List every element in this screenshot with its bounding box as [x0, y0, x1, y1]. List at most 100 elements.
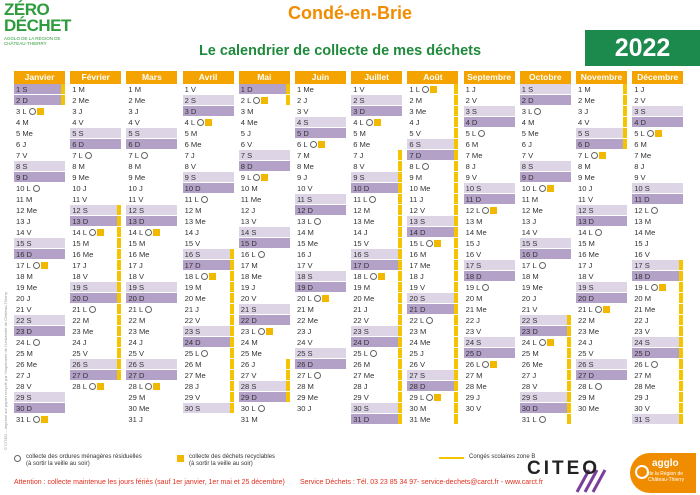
school-holiday-marker	[229, 293, 234, 303]
day-label: 17 D	[184, 261, 201, 270]
school-holiday-marker	[454, 370, 459, 380]
day-label: 4 V	[72, 118, 84, 127]
day-label: 18 D	[634, 272, 651, 281]
day-cell: 27 D	[576, 370, 627, 381]
day-label: 22 M	[578, 316, 595, 325]
day-label: 10 J	[578, 184, 593, 193]
day-label: 24 J	[578, 338, 593, 347]
day-label: 21 J	[353, 305, 368, 314]
day-cell: 3 S	[632, 106, 684, 117]
day-cell: 27 L	[295, 370, 346, 381]
day-cell: 27 Me	[351, 370, 403, 381]
day-cell: 7 V	[14, 150, 65, 161]
attention-note: Attention : collecte maintenue les jours…	[14, 479, 285, 486]
day-label: 15 L	[409, 239, 425, 248]
household-collection-icon	[201, 273, 209, 280]
day-label: 22 M	[72, 316, 90, 325]
day-label: 9 L	[240, 173, 252, 182]
day-label: 6 D	[578, 140, 590, 149]
day-label: 12 J	[240, 206, 256, 215]
school-holiday-marker	[679, 271, 684, 281]
day-label: 8 S	[16, 162, 28, 171]
day-cell: 23 D	[519, 326, 571, 337]
day-cell: 28 L	[126, 381, 178, 392]
day-label: 6 S	[409, 140, 421, 149]
day-label: 25 J	[409, 349, 424, 358]
school-holiday-marker	[285, 84, 290, 94]
day-label: 1 V	[353, 85, 365, 94]
day-label: 7 S	[240, 151, 253, 160]
school-holiday-marker	[229, 359, 234, 369]
day-label: 9 V	[465, 173, 477, 182]
day-cell: 30 S	[351, 403, 403, 414]
day-cell: 15 J	[632, 238, 684, 249]
day-label: 26 D	[297, 360, 314, 369]
day-cell: 30 D	[14, 403, 65, 414]
day-cell: 30 J	[295, 403, 346, 414]
day-cell: 5 M	[351, 128, 403, 139]
household-collection-icon	[253, 97, 261, 104]
day-cell: 18 V	[576, 271, 627, 282]
day-label: 26 L	[465, 360, 481, 369]
day-cell: 9 D	[14, 172, 65, 183]
day-label: 11 L	[353, 195, 368, 204]
day-cell: 20 L	[295, 293, 346, 304]
day-cell: 7 J	[351, 150, 403, 161]
day-cell: 4 M	[519, 117, 571, 128]
day-cell: 30 L	[238, 403, 290, 414]
day-label: 31 L	[16, 415, 31, 424]
day-cell: 23 L	[238, 326, 290, 337]
day-cell: 23 V	[632, 326, 684, 337]
school-holiday-marker	[398, 260, 403, 270]
day-cell: 26 V	[407, 359, 459, 370]
year-badge: 2022	[585, 30, 700, 66]
day-label: 12 M	[184, 206, 202, 215]
day-label: 24 L	[16, 338, 31, 347]
day-label: 27 Me	[353, 371, 375, 380]
household-circle-icon	[14, 455, 21, 462]
day-cell: 2 M	[407, 95, 459, 106]
day-cell: 12 J	[238, 205, 290, 216]
day-cell: 12 L	[463, 205, 515, 216]
day-cell: 7 L	[126, 150, 178, 161]
school-holiday-marker	[398, 238, 403, 248]
day-cell: 31 L	[14, 414, 65, 425]
day-label: 29 M	[128, 393, 146, 402]
day-cell: 12 M	[351, 205, 403, 216]
day-cell: 25 D	[463, 348, 515, 359]
day-cell: 7 M	[295, 150, 346, 161]
day-cell: 24 J	[70, 337, 122, 348]
household-collection-icon	[538, 416, 546, 423]
day-cell: 2 S	[182, 95, 234, 106]
day-label: 22 L	[409, 316, 425, 325]
recycle-collection-icon	[658, 284, 666, 291]
school-holiday-marker	[285, 392, 290, 402]
day-cell: 18 L	[182, 271, 234, 282]
day-label: 21 V	[16, 305, 32, 314]
day-label: 11 S	[297, 195, 313, 204]
day-cell: 2 S	[351, 95, 403, 106]
day-label: 8 J	[465, 162, 476, 171]
day-label: 8 M	[128, 162, 142, 171]
day-label: 7 L	[128, 151, 139, 160]
day-cell: 10 Me	[407, 183, 459, 194]
day-label: 17 Me	[409, 261, 431, 270]
day-cell: 13 D	[70, 216, 122, 227]
day-cell: 16 V	[632, 249, 684, 260]
day-cell: 9 V	[463, 172, 515, 183]
school-holiday-marker	[623, 95, 627, 105]
day-label: 30 J	[297, 404, 312, 413]
day-cell: 23 V	[463, 326, 515, 337]
day-label: 25 L	[184, 349, 200, 358]
day-cell: 16 V	[463, 249, 515, 260]
month-column: Septembre 1 J 2 V 3 S 4 D 5 L 6 M 7 Me 8 J 9 V 10 …	[463, 71, 515, 414]
day-label: 18 L	[184, 272, 200, 281]
day-cell: 27 J	[519, 370, 571, 381]
school-holiday-marker	[679, 282, 684, 292]
day-label: 17 D	[353, 261, 370, 270]
household-collection-icon	[313, 218, 321, 225]
day-cell: 11 L	[182, 194, 234, 205]
day-cell: 8 D	[238, 161, 290, 172]
day-label: 28 S	[240, 382, 257, 391]
day-label: 22 S	[521, 316, 538, 325]
